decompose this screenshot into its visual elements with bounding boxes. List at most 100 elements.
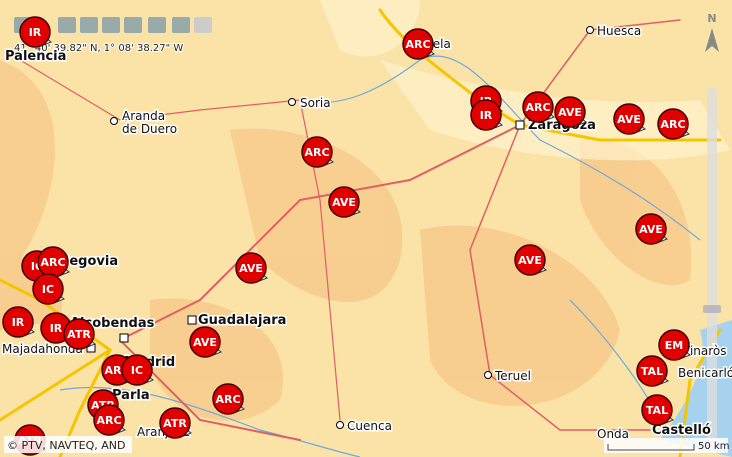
marker-label: EM xyxy=(665,339,683,352)
marker-label: IR xyxy=(29,26,42,39)
marker-circle xyxy=(32,273,64,305)
station-marker[interactable]: IR xyxy=(470,99,504,131)
pan-button[interactable] xyxy=(80,17,98,33)
marker-circle xyxy=(235,252,267,284)
zoom-slider[interactable] xyxy=(707,88,717,448)
station-marker[interactable]: IR xyxy=(2,306,36,338)
marker-circle xyxy=(189,326,221,358)
city-label: Teruel xyxy=(494,369,531,383)
toolbar: 41° 40' 39.82" N, 1° 08' 38.27" W xyxy=(13,17,212,55)
station-marker[interactable]: ARC xyxy=(212,383,246,415)
marker-label: ARC xyxy=(96,414,121,427)
city-dot xyxy=(484,371,492,379)
marker-circle xyxy=(554,96,586,128)
scale-box xyxy=(604,438,728,453)
marker-label: ARC xyxy=(304,146,329,159)
station-marker[interactable]: ATR xyxy=(63,318,97,350)
station-marker[interactable]: AVE xyxy=(328,186,362,218)
city-label: Guadalajara xyxy=(198,313,286,328)
marker-circle xyxy=(658,329,690,361)
marker-label: AVE xyxy=(332,196,356,209)
coordinates: 41° 40' 39.82" N, 1° 08' 38.27" W xyxy=(14,43,183,54)
compass-label: N xyxy=(707,12,716,25)
station-marker[interactable]: AVE xyxy=(554,96,588,128)
marker-circle xyxy=(93,404,125,436)
station-marker[interactable]: ARC xyxy=(301,136,335,168)
marker-label: ARC xyxy=(405,38,430,51)
marker-label: AVE xyxy=(639,223,663,236)
marker-circle xyxy=(63,318,95,350)
terrain xyxy=(0,60,692,421)
marker-label: ATR xyxy=(67,328,91,341)
station-marker[interactable]: AVE xyxy=(189,326,223,358)
marker-circle xyxy=(2,306,34,338)
city-dot xyxy=(515,120,525,130)
marker-label: ARC xyxy=(660,118,685,131)
marker-circle xyxy=(301,136,333,168)
marker-label: ATR xyxy=(163,417,187,430)
marker-circle xyxy=(522,91,554,123)
marker-label: IR xyxy=(480,109,493,122)
city-label: Vinaròs xyxy=(682,344,727,358)
marker-circle xyxy=(402,28,434,60)
station-marker[interactable]: AVE xyxy=(235,252,269,284)
station-marker[interactable]: ATR xyxy=(159,407,193,439)
city-label: de Duero xyxy=(122,122,177,136)
station-marker[interactable]: AVE xyxy=(514,244,548,276)
marker-circle xyxy=(212,383,244,415)
zoom-box-button[interactable] xyxy=(58,17,76,33)
city-label: Segovia xyxy=(60,254,118,269)
city-label: Castelló xyxy=(652,423,711,438)
fit-button[interactable] xyxy=(148,17,166,33)
expand-button[interactable] xyxy=(124,17,142,33)
forward-button[interactable] xyxy=(194,17,212,33)
station-marker[interactable]: TAL xyxy=(641,394,675,426)
station-marker[interactable]: AVE xyxy=(613,103,647,135)
city-label: Huesca xyxy=(597,24,641,38)
marker-circle xyxy=(641,394,673,426)
marker-label: AVE xyxy=(617,113,641,126)
marker-label: AVE xyxy=(558,106,582,119)
marker-label: TAL xyxy=(641,365,663,378)
station-marker[interactable]: ARC xyxy=(37,246,71,278)
marker-label: AVE xyxy=(193,336,217,349)
marker-label: IR xyxy=(12,316,25,329)
city-label: Benicarló xyxy=(678,366,732,380)
marker-circle xyxy=(159,407,191,439)
marker-label: IC xyxy=(131,364,143,377)
station-marker[interactable]: AVE xyxy=(635,213,669,245)
marker-circle xyxy=(470,99,502,131)
station-marker[interactable]: TAL xyxy=(636,355,670,387)
station-marker[interactable]: ARC xyxy=(93,404,127,436)
city-label: Palencia xyxy=(5,49,66,64)
city-dot xyxy=(336,421,344,429)
city-label: Soria xyxy=(300,96,331,110)
back-button[interactable] xyxy=(172,17,190,33)
city-dot xyxy=(119,333,129,343)
marker-label: ARC xyxy=(215,393,240,406)
city-label: Parla xyxy=(112,388,150,403)
marker-label: IR xyxy=(50,322,63,335)
marker-circle xyxy=(613,103,645,135)
zoom-handle[interactable] xyxy=(703,305,721,313)
station-marker[interactable]: IC xyxy=(121,354,155,386)
station-marker[interactable]: EM xyxy=(658,329,692,361)
marker-label: ARC xyxy=(40,256,65,269)
scale-bar xyxy=(607,444,695,451)
navigation: N xyxy=(703,12,721,448)
station-marker[interactable]: IC xyxy=(32,273,66,305)
station-marker[interactable]: ARC xyxy=(402,28,436,60)
station-marker[interactable]: IR xyxy=(19,16,53,48)
marker-circle xyxy=(657,108,689,140)
station-marker[interactable]: ARC xyxy=(522,91,556,123)
marker-circle xyxy=(635,213,667,245)
marker-circle xyxy=(121,354,153,386)
select-button[interactable] xyxy=(102,17,120,33)
city-dot xyxy=(110,117,118,125)
marker-label: AVE xyxy=(518,254,542,267)
city-label: Aranda xyxy=(122,109,165,123)
marker-circle xyxy=(514,244,546,276)
station-marker[interactable]: ARC xyxy=(657,108,691,140)
marker-circle xyxy=(328,186,360,218)
